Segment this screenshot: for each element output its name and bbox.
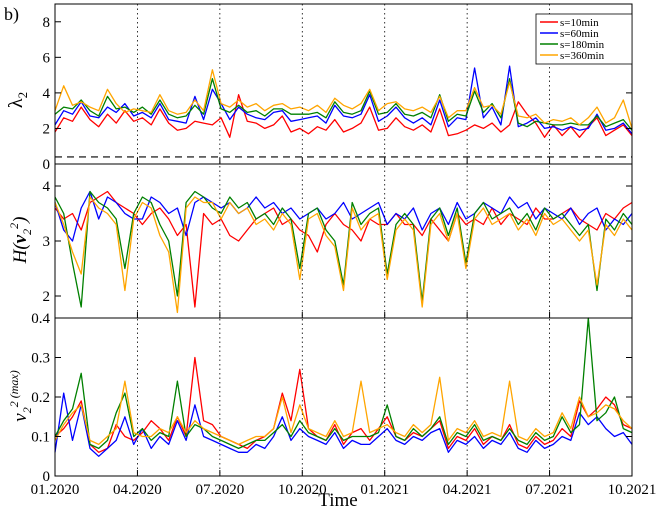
series-line-bottom-4 (54, 376, 633, 446)
axes-text-group: 0 2 4 6 8 2 3 4 0 0.1 0.2 0.3 0.4 01.2020 04.2020 07.20… (31, 15, 657, 498)
series-line-bottom-2 (54, 392, 633, 457)
x-tick-label: 01.2020 (31, 482, 80, 498)
x-tick-label: 04.2020 (113, 482, 162, 498)
x-axis-title: Time (318, 490, 357, 511)
legend-label-s180: s=180min (560, 39, 605, 51)
series-line-bottom-3 (54, 317, 633, 450)
y-tick-label-middle: 3 (43, 234, 51, 250)
legend-label-s60: s=60min (560, 28, 599, 40)
svg-text:v22 (max): v22 (max) (7, 370, 34, 421)
y-axis-title-middle: H(v22) (7, 217, 34, 265)
x-tick-label: 07.2021 (525, 482, 574, 498)
series-line-top-1 (54, 94, 633, 138)
x-tick-label: 07.2020 (195, 482, 244, 498)
series-line-middle-1 (54, 190, 633, 308)
legend-label-s10: s=10min (560, 17, 599, 29)
y-tick-label-bottom: 0.1 (31, 430, 50, 446)
panel-frame-middle (54, 163, 633, 319)
y-tick-label-top: 0 (43, 157, 51, 173)
series-line-bottom-1 (54, 356, 633, 453)
y-tick-label-bottom: 0.2 (31, 390, 50, 406)
x-tick-label: 01.2021 (360, 482, 409, 498)
panels-group (54, 3, 633, 477)
svg-text:λ2: λ2 (5, 92, 30, 108)
series-line-middle-2 (54, 190, 633, 242)
series-line-top-4 (54, 69, 633, 129)
panel-label: b) (4, 4, 19, 25)
y-axis-title-bottom: v22 (max) (7, 370, 34, 421)
y-tick-label-top: 6 (43, 50, 51, 66)
x-tick-label: 10.2020 (278, 482, 327, 498)
series-line-middle-4 (54, 196, 633, 314)
panel-frame-bottom (54, 317, 633, 477)
y-tick-label-middle: 2 (43, 289, 51, 305)
legend: s=10min s=60min s=180min s=360min (535, 13, 633, 65)
y-tick-label-top: 2 (43, 121, 51, 137)
y-tick-label-middle: 4 (43, 179, 51, 195)
y-axis-title-top: λ2 (5, 92, 30, 108)
series-line-top-3 (54, 78, 633, 131)
y-tick-label-top: 8 (43, 15, 51, 31)
y-tick-label-bottom: 0.3 (31, 351, 50, 367)
series-line-top-2 (54, 65, 633, 135)
x-tick-label: 04.2021 (443, 482, 492, 498)
panel-middle (54, 163, 633, 319)
svg-text:H(v22): H(v22) (7, 217, 34, 265)
legend-label-s360: s=360min (560, 50, 605, 62)
y-tick-label-bottom: 0.4 (31, 311, 50, 327)
y-tick-label-bottom: 0 (43, 469, 51, 485)
y-tick-label-top: 4 (43, 86, 51, 102)
panel-bottom (54, 317, 633, 477)
x-tick-label: 10.2021 (608, 482, 657, 498)
